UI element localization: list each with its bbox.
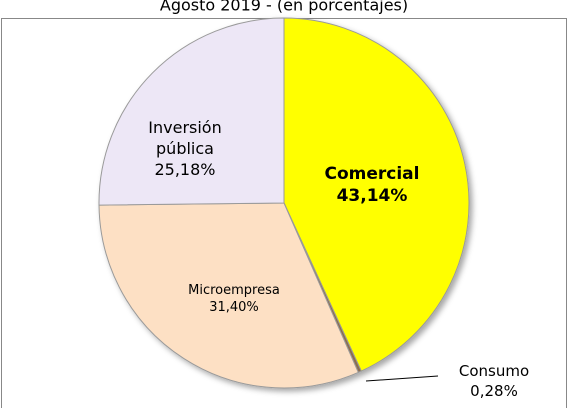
pie-slice bbox=[283, 17, 470, 372]
pie bbox=[98, 17, 470, 389]
slice-label: Microempresa bbox=[188, 283, 280, 298]
slice-label: Consumo bbox=[458, 362, 530, 380]
value-label: 0,28% bbox=[470, 382, 518, 400]
slice-label: Comercial bbox=[324, 164, 420, 184]
slice-label: Inversión pública bbox=[148, 118, 222, 158]
pie-slice bbox=[98, 202, 359, 389]
leader-line bbox=[365, 375, 439, 382]
value-label: 25,18% bbox=[154, 160, 216, 179]
pie-slice bbox=[98, 17, 285, 206]
chart-title: Agosto 2019 - (en porcentajes) bbox=[160, 0, 408, 15]
value-label: 43,14% bbox=[336, 186, 408, 206]
value-label: 31,40% bbox=[209, 300, 259, 315]
